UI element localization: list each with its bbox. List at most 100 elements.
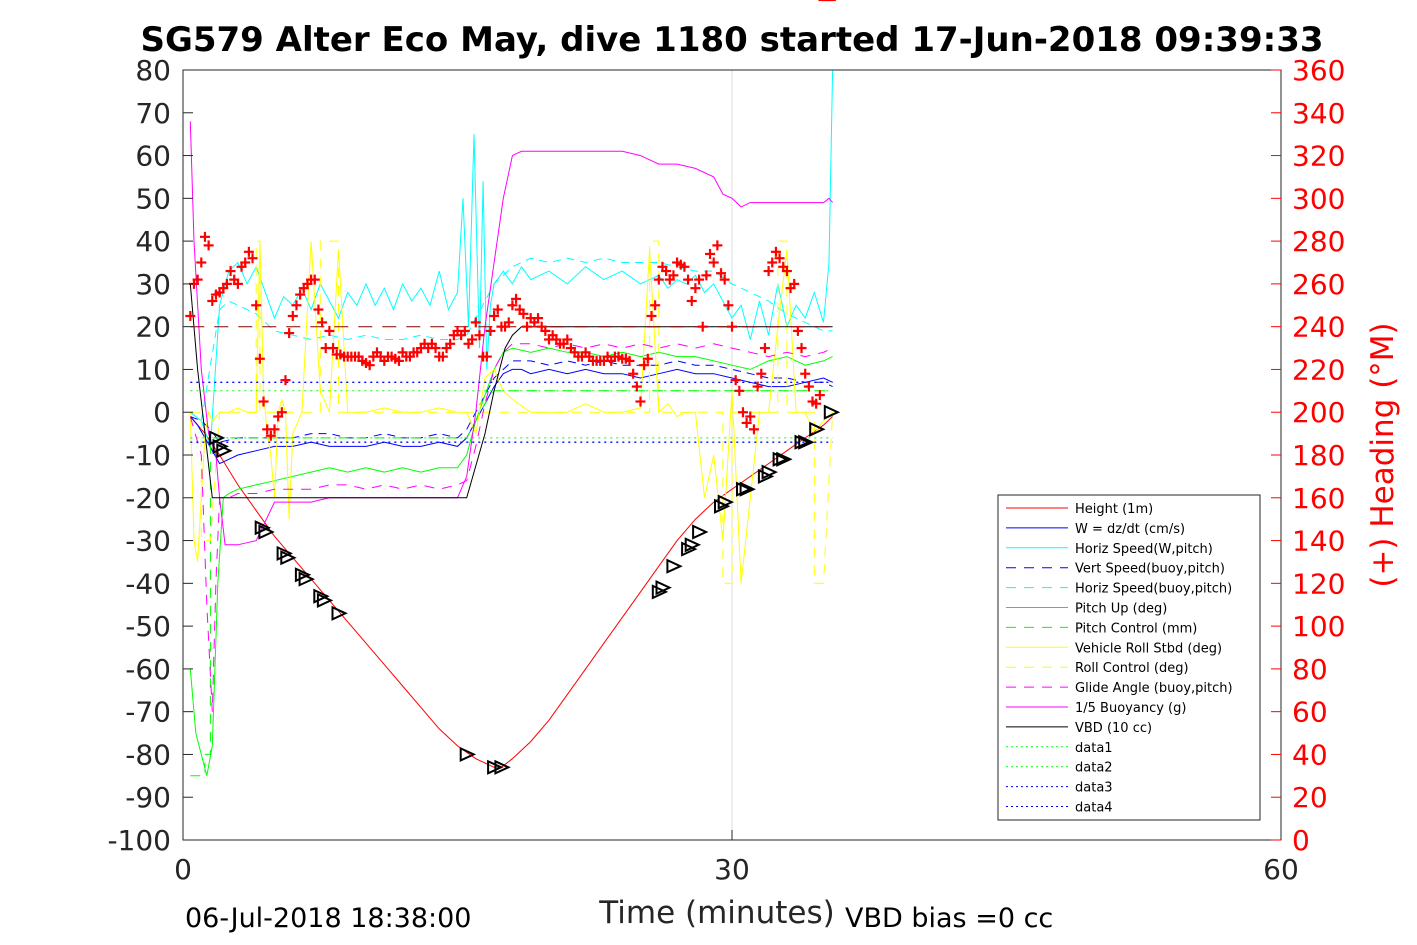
glider-marker — [761, 464, 778, 480]
heading-point — [730, 375, 741, 386]
heading-point — [811, 398, 822, 409]
series-wdash — [190, 360, 833, 443]
heading-point — [309, 274, 320, 285]
heading-point — [196, 257, 207, 268]
x-tick-label: 60 — [1263, 853, 1299, 886]
heading-point — [745, 411, 756, 422]
glider-marker — [684, 537, 702, 553]
legend-label: Height (1m) — [1075, 502, 1153, 517]
heading-point — [781, 266, 792, 277]
heading-point — [518, 308, 529, 319]
heading-point — [258, 396, 269, 407]
y2-tick-label: 0 — [1292, 824, 1310, 857]
heading-point — [232, 278, 243, 289]
y-tick-label: 30 — [135, 268, 171, 301]
heading-point — [522, 321, 533, 332]
y-tick-label: 60 — [135, 140, 171, 173]
heading-point — [199, 231, 210, 242]
y-tick-label: -100 — [107, 824, 171, 857]
heading-point — [683, 274, 694, 285]
heading-point — [767, 257, 778, 268]
x-axis-label: Time (minutes) — [598, 895, 834, 931]
heading-point — [686, 296, 697, 306]
y2-tick-label: 340 — [1292, 97, 1345, 130]
glider-marker — [776, 451, 793, 467]
y-tick-label: -70 — [125, 696, 171, 729]
right-y-axis: 3603403203002802602402202001801601401201… — [1271, 54, 1345, 857]
glider-marker — [280, 550, 297, 566]
heading-point — [628, 368, 639, 379]
glider-marker — [258, 524, 275, 540]
legend-label: Horiz Speed(buoy,pitch) — [1075, 582, 1232, 597]
heading-point — [276, 407, 287, 418]
heading-point — [364, 360, 375, 371]
glider-marker — [809, 421, 826, 437]
legend-label: data2 — [1075, 761, 1113, 776]
footer-vbd-bias: VBD bias =0 cc — [845, 903, 1053, 934]
heading-point — [727, 321, 737, 332]
heading-point — [225, 266, 236, 277]
heading-point — [265, 430, 276, 441]
heading-point — [240, 257, 251, 268]
y-tick-label: -10 — [125, 439, 171, 472]
heading-point — [752, 381, 763, 392]
legend-label: Horiz Speed(W,pitch) — [1075, 542, 1213, 557]
heading-point — [485, 325, 496, 336]
heading-point — [792, 325, 803, 336]
glider-marker — [313, 588, 330, 604]
heading-point — [763, 266, 774, 277]
y-tick-label: 80 — [135, 54, 171, 87]
heading-point — [185, 310, 196, 321]
legend-label: VBD (10 cc) — [1075, 721, 1152, 736]
heading-point — [313, 304, 324, 315]
heading-points-layer — [185, 0, 836, 441]
legend-label: Glide Angle (buoy,pitch) — [1075, 681, 1233, 696]
glider-marker — [739, 481, 756, 497]
heading-point — [653, 274, 664, 285]
heading-point — [679, 261, 690, 272]
y2-tick-label: 160 — [1292, 482, 1345, 515]
heading-point — [430, 343, 441, 354]
heading-point — [445, 338, 456, 349]
heading-point — [287, 310, 298, 321]
glider-marker — [212, 438, 229, 454]
glider-marker — [692, 524, 709, 540]
y2-tick-label: 260 — [1292, 268, 1345, 301]
legend-label: Pitch Control (mm) — [1075, 621, 1197, 636]
glider-marker — [666, 558, 683, 574]
heading-point — [697, 321, 708, 332]
y-tick-label: -80 — [125, 738, 171, 771]
heading-point — [459, 325, 470, 336]
glider-marker — [794, 434, 811, 450]
heading-point — [796, 343, 807, 354]
legend-label: W = dz/dt (cm/s) — [1075, 522, 1185, 537]
heading-point — [192, 274, 203, 285]
left-y-axis: 80 70 60 50 40 30 20 10 0 -10 -20 -30 -40 -50 -60 -70 -8… — [107, 54, 193, 857]
y-tick-label: -20 — [125, 482, 171, 515]
heading-point — [741, 417, 752, 428]
heading-point — [756, 368, 767, 379]
glider-marker — [772, 451, 789, 467]
heading-point — [712, 240, 723, 251]
heading-point — [393, 355, 404, 366]
heading-point — [269, 424, 280, 435]
heading-point — [251, 300, 262, 311]
heading-point — [328, 343, 339, 354]
y2-tick-label: 120 — [1292, 567, 1345, 600]
legend-label: data3 — [1075, 781, 1113, 796]
heading-point — [661, 266, 672, 277]
heading-point — [489, 310, 500, 321]
heading-point — [716, 268, 727, 279]
glider-marker — [651, 584, 669, 600]
y2-tick-label: 360 — [1292, 54, 1345, 87]
heading-point — [789, 278, 800, 289]
heading-point — [631, 381, 642, 392]
heading-point — [280, 375, 291, 386]
glider-marker — [798, 434, 815, 450]
y-tick-label: 20 — [135, 311, 171, 344]
series-buoyancy — [189, 121, 833, 546]
heading-point — [540, 325, 551, 336]
y2-tick-label: 220 — [1292, 353, 1345, 386]
heading-point — [705, 248, 716, 259]
